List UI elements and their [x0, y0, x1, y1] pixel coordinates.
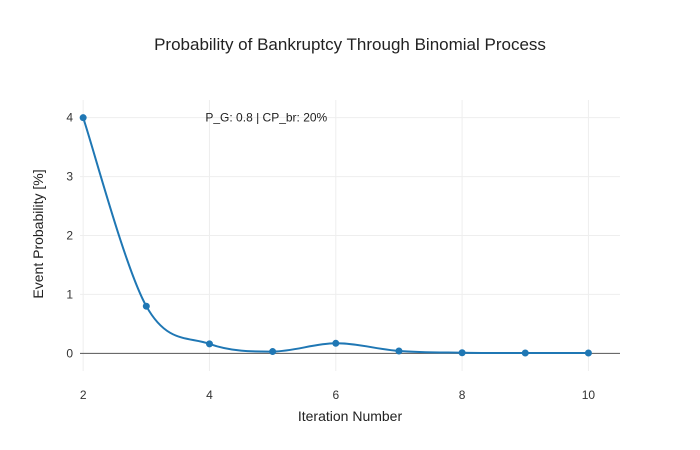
y-axis-ticks: 0 1 2 3 4	[66, 111, 73, 361]
y-tick-label: 3	[66, 170, 73, 184]
series-line	[82, 117, 589, 355]
data-point	[142, 302, 150, 310]
x-axis-ticks: 2 4 6 8 10	[80, 388, 596, 402]
x-axis-title: Iteration Number	[298, 408, 403, 424]
x-tick-label: 10	[582, 388, 596, 402]
chart-annotation: P_G: 0.8 | CP_br: 20%	[205, 111, 327, 125]
y-tick-label: 0	[66, 346, 73, 360]
y-axis-title: Event Probability [%]	[30, 169, 46, 298]
y-tick-label: 4	[66, 111, 73, 125]
data-point	[458, 349, 466, 357]
y-tick-label: 1	[66, 287, 73, 301]
data-point	[584, 349, 592, 357]
data-point	[521, 349, 529, 357]
data-point	[332, 339, 340, 347]
data-points	[79, 114, 592, 357]
data-point	[395, 347, 403, 355]
x-tick-label: 4	[206, 388, 213, 402]
gridlines	[80, 100, 620, 371]
x-tick-label: 2	[80, 388, 87, 402]
data-point	[79, 114, 87, 122]
data-point	[205, 340, 213, 348]
y-tick-label: 2	[66, 229, 73, 243]
data-point	[269, 348, 277, 356]
series-layer	[82, 117, 589, 355]
x-tick-label: 6	[332, 388, 339, 402]
chart-title: Probability of Bankruptcy Through Binomi…	[154, 35, 546, 54]
x-tick-label: 8	[459, 388, 466, 402]
